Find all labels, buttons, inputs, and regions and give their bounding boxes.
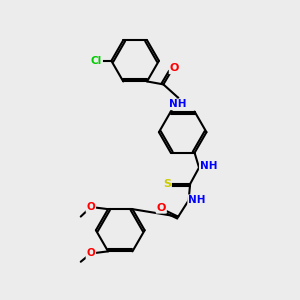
- Text: NH: NH: [188, 195, 206, 205]
- Text: O: O: [170, 63, 179, 73]
- Text: NH: NH: [200, 161, 217, 171]
- Text: S: S: [163, 179, 171, 189]
- Text: O: O: [86, 248, 95, 258]
- Text: O: O: [157, 203, 166, 213]
- Text: O: O: [86, 202, 95, 212]
- Text: NH: NH: [169, 99, 187, 109]
- Text: Cl: Cl: [91, 56, 102, 66]
